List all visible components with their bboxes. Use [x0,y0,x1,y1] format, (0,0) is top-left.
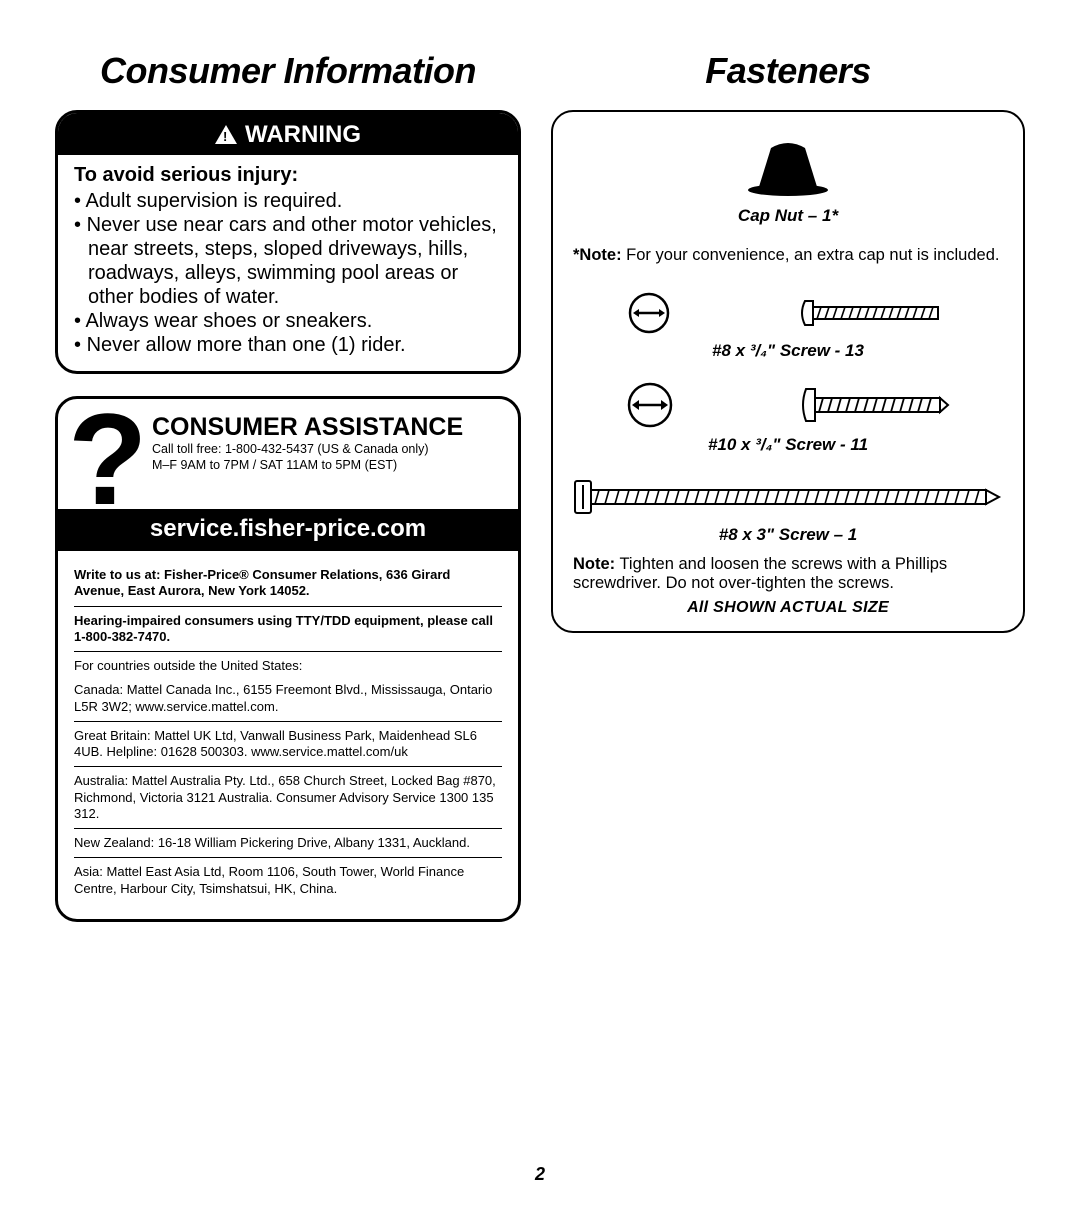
cap-nut-note: *Note: For your convenience, an extra ca… [573,246,1003,265]
left-column: Consumer Information WARNING To avoid se… [55,50,521,922]
long-screw-icon [573,475,1003,519]
screw-10-34-item: #10 x ³/₄" Screw - 11 [573,381,1003,455]
phillips-head-top-icon [627,291,671,335]
assistance-country: Australia: Mattel Australia Pty. Ltd., 6… [74,767,502,829]
screw2-label: #10 x ³/₄" Screw - 11 [573,435,1003,455]
assistance-phone-line2: M–F 9AM to 7PM / SAT 11AM to 5PM (EST) [152,458,397,472]
cap-nut-label: Cap Nut – 1* [573,206,1003,226]
cap-nut-item: Cap Nut – 1* [573,130,1003,226]
right-column: Fasteners Cap Nut – 1* *Note: For your c… [551,50,1025,922]
warning-box: WARNING To avoid serious injury: Adult s… [55,110,521,374]
actual-size-label: All SHOWN ACTUAL SIZE [573,599,1003,617]
fasteners-title: Fasteners [551,50,1025,92]
note2-rest: Tighten and loosen the screws with a Phi… [573,555,947,592]
assistance-phone: Call toll free: 1-800-432-5437 (US & Can… [152,442,502,473]
warning-list: Adult supervision is required. Never use… [74,189,502,357]
assistance-country: Canada: Mattel Canada Inc., 6155 Freemon… [74,676,502,722]
consumer-info-title: Consumer Information [55,50,521,92]
phillips-head-top-icon [626,381,674,429]
question-mark-icon: ? [68,401,147,518]
assistance-write: Write to us at: Fisher-Price® Consumer R… [74,561,502,607]
actual-size-caps: SHOWN ACTUAL SIZE [713,599,889,616]
assistance-outside-label: For countries outside the United States: [74,652,502,676]
warning-item: Always wear shoes or sneakers. [74,309,502,333]
assistance-country: New Zealand: 16-18 William Pickering Dri… [74,829,502,858]
assistance-heading: CONSUMER ASSISTANCE [152,413,502,442]
assistance-phone-line1: Call toll free: 1-800-432-5437 (US & Can… [152,442,429,456]
manual-page: Consumer Information WARNING To avoid se… [0,0,1080,1215]
screw-8-34-item: #8 x ³/₄" Screw - 13 [573,291,1003,361]
warning-item: Never allow more than one (1) rider. [74,333,502,357]
screw3-label: #8 x 3" Screw – 1 [573,525,1003,545]
consumer-assistance-box: ? CONSUMER ASSISTANCE Call toll free: 1-… [55,396,521,922]
actual-size-prefix: All [687,599,713,616]
assistance-country: Great Britain: Mattel UK Ltd, Vanwall Bu… [74,722,502,768]
screw-side-icon [800,383,950,427]
cap-nut-icon [733,130,843,200]
page-number: 2 [0,1164,1080,1185]
warning-header: WARNING [58,113,518,155]
assistance-country: Asia: Mattel East Asia Ltd, Room 1106, S… [74,858,502,903]
screwdriver-note: Note: Tighten and loosen the screws with… [573,555,1003,593]
fasteners-panel: Cap Nut – 1* *Note: For your convenience… [551,110,1025,633]
note2-bold: Note: [573,555,615,573]
warning-item: Never use near cars and other motor vehi… [74,213,502,309]
warning-item: Adult supervision is required. [74,189,502,213]
screw-side-icon [799,293,949,333]
warning-body: To avoid serious injury: Adult supervisi… [58,155,518,371]
note1-bold: *Note: [573,246,622,264]
assistance-tty: Hearing-impaired consumers using TTY/TDD… [74,607,502,653]
warning-subhead: To avoid serious injury: [74,163,502,187]
screw-8-3-item: #8 x 3" Screw – 1 [573,475,1003,545]
warning-header-text: WARNING [245,121,361,149]
screw1-label: #8 x ³/₄" Screw - 13 [573,341,1003,361]
warning-triangle-icon [215,125,237,144]
note1-rest: For your convenience, an extra cap nut i… [622,246,1000,264]
